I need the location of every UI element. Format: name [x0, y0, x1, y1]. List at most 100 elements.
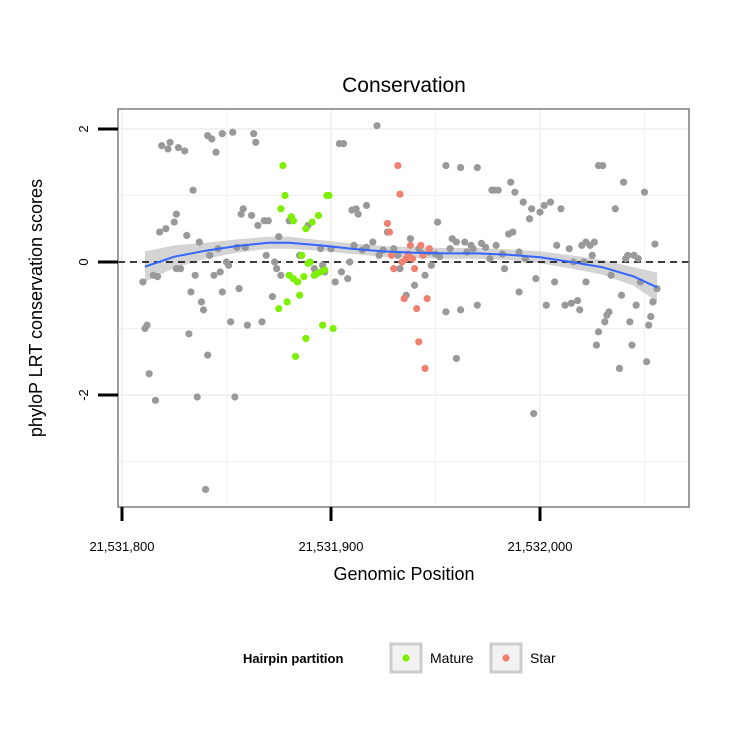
plot-panel	[117, 108, 690, 508]
data-point-unassigned	[446, 245, 454, 253]
data-point-unassigned	[452, 354, 460, 363]
data-point-unassigned	[316, 245, 325, 253]
data-point-unassigned	[275, 233, 283, 241]
data-point-unassigned	[373, 122, 381, 130]
data-point-unassigned	[615, 364, 624, 372]
data-point-unassigned	[473, 163, 481, 172]
data-point-unassigned	[509, 228, 517, 236]
data-point-unassigned	[252, 138, 260, 146]
data-point-unassigned	[452, 238, 460, 246]
data-point-unassigned	[164, 145, 172, 153]
data-point-unassigned	[492, 241, 500, 249]
data-point-unassigned	[143, 321, 151, 329]
data-point-unassigned	[519, 198, 527, 206]
data-point-unassigned	[456, 306, 465, 314]
data-point-unassigned	[204, 351, 212, 359]
legend-dot-mature	[402, 654, 410, 662]
data-point-mature	[293, 278, 302, 286]
data-point-unassigned	[369, 238, 377, 246]
data-point-unassigned	[181, 147, 189, 155]
data-point-unassigned	[507, 178, 515, 186]
data-point-unassigned	[231, 393, 239, 401]
data-point-unassigned	[634, 255, 642, 263]
data-point-unassigned	[339, 140, 348, 148]
smooth-trend-line	[144, 241, 658, 289]
data-point-unassigned	[427, 261, 435, 269]
data-point-unassigned	[567, 299, 575, 307]
data-point-unassigned	[346, 258, 354, 266]
data-point-unassigned	[243, 321, 251, 329]
data-point-unassigned	[172, 210, 180, 218]
data-point-star	[425, 245, 433, 253]
data-point-mature	[314, 211, 323, 220]
data-point-mature	[319, 321, 327, 329]
data-point-unassigned	[576, 306, 584, 314]
data-point-unassigned	[651, 240, 659, 248]
data-point-unassigned	[645, 321, 653, 329]
data-point-unassigned	[536, 208, 544, 216]
data-point-unassigned	[411, 281, 419, 289]
data-point-unassigned	[647, 312, 655, 321]
data-point-star	[385, 228, 394, 236]
data-point-unassigned	[553, 241, 561, 249]
data-point-unassigned	[258, 318, 266, 326]
data-point-mature	[300, 273, 308, 281]
data-point-unassigned	[216, 268, 224, 276]
data-point-unassigned	[145, 370, 153, 378]
data-point-unassigned	[433, 218, 442, 226]
data-point-unassigned	[218, 288, 226, 296]
data-point-unassigned	[254, 221, 262, 230]
data-point-mature	[277, 205, 285, 213]
data-point-unassigned	[151, 396, 160, 404]
data-point-unassigned	[344, 275, 352, 283]
confidence-ribbon	[145, 236, 657, 302]
data-point-mature	[296, 291, 304, 299]
data-point-mature	[279, 161, 287, 170]
data-point-unassigned	[270, 258, 279, 266]
data-point-star	[394, 161, 402, 170]
data-point-unassigned	[561, 301, 569, 309]
data-point-unassigned	[176, 265, 185, 273]
data-point-unassigned	[574, 296, 582, 305]
data-point-unassigned	[337, 268, 346, 276]
data-point-unassigned	[224, 261, 233, 269]
data-point-unassigned	[628, 341, 636, 349]
data-point-unassigned	[528, 205, 536, 213]
data-point-unassigned	[183, 231, 191, 239]
data-point-mature	[291, 352, 300, 361]
data-point-unassigned	[590, 238, 598, 246]
points-layer	[139, 122, 661, 494]
data-point-unassigned	[463, 248, 471, 256]
data-point-unassigned	[620, 178, 628, 186]
data-point-unassigned	[482, 243, 490, 251]
data-point-unassigned	[212, 148, 220, 156]
data-point-unassigned	[197, 298, 206, 306]
data-point-unassigned	[530, 410, 538, 418]
confidence-ribbon-layer	[145, 236, 657, 302]
data-point-unassigned	[250, 130, 258, 138]
data-point-star	[388, 251, 396, 259]
legend: Hairpin partition Mature Star	[243, 642, 556, 674]
data-point-star	[390, 265, 398, 273]
data-point-unassigned	[551, 278, 559, 286]
data-point-unassigned	[540, 201, 548, 210]
data-point-mature	[308, 218, 316, 226]
data-point-unassigned	[174, 144, 183, 152]
legend-key-star	[489, 642, 523, 674]
data-point-star	[415, 338, 423, 346]
legend-dot-star	[502, 654, 510, 662]
data-point-unassigned	[473, 301, 481, 309]
data-point-mature	[275, 304, 283, 313]
data-point-unassigned	[640, 188, 649, 196]
panel-background	[118, 109, 689, 507]
data-point-mature	[306, 258, 314, 266]
data-point-unassigned	[375, 251, 383, 259]
data-point-unassigned	[592, 341, 601, 349]
data-point-unassigned	[210, 271, 218, 279]
data-point-unassigned	[582, 278, 590, 286]
data-point-unassigned	[394, 251, 402, 259]
data-point-unassigned	[162, 225, 170, 233]
data-point-unassigned	[442, 161, 450, 170]
data-point-unassigned	[170, 218, 178, 226]
